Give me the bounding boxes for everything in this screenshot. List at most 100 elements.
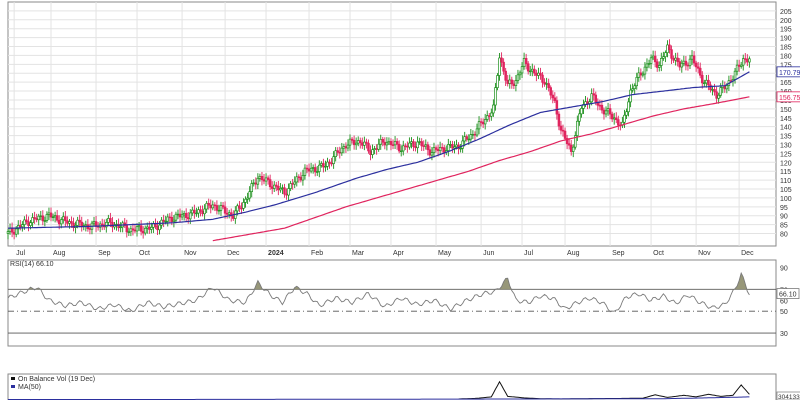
price-bar-body (522, 58, 526, 67)
price-bar-body (520, 66, 524, 74)
price-bar-body (598, 104, 602, 107)
price-bar-body (146, 226, 149, 229)
price-bar-body (713, 89, 716, 93)
time-axis-label: Sep (612, 250, 625, 257)
price-bar-body (672, 57, 675, 61)
price-axis-tick-label: 175 (780, 62, 792, 69)
price-bar-body (475, 128, 479, 136)
price-bar-body (531, 68, 534, 72)
price-bar-body (348, 138, 352, 146)
price-bar-body (47, 212, 51, 215)
price-bar-body (14, 228, 18, 235)
price-bar-body (688, 58, 692, 67)
price-bar-body (191, 209, 194, 214)
price-bar-body (39, 215, 43, 218)
price-bar-body (662, 56, 665, 59)
price-bar-body (463, 136, 466, 142)
price-bar-body (623, 114, 626, 123)
rsi-axis-tick-label: 60 (780, 298, 788, 305)
price-bar-body (684, 60, 688, 66)
price-bar-body (164, 220, 167, 223)
price-bar-body (332, 156, 335, 164)
price-bar-body (678, 61, 681, 68)
price-bar-body (213, 204, 217, 207)
price-bar-body (285, 193, 288, 196)
price-bar-body (135, 226, 139, 232)
price-bar-body (537, 72, 540, 76)
price-bar-body (485, 115, 489, 120)
price-bar-body (741, 58, 745, 66)
price-bar-body (27, 221, 30, 226)
price-bar-body (586, 101, 589, 105)
price-bar-body (518, 72, 522, 76)
price-bar-body (524, 58, 528, 65)
price-bar-body (367, 142, 370, 152)
price-bar-body (715, 91, 718, 99)
price-bar-body (533, 68, 536, 74)
price-bar-body (223, 206, 227, 214)
price-bar-body (193, 209, 196, 214)
price-bar-body (576, 120, 579, 136)
price-bar-body (428, 149, 432, 156)
price-bar-body (627, 101, 630, 113)
price-axis-tick-label: 140 (780, 125, 792, 132)
price-bar-body (637, 72, 641, 78)
price-bar-body (563, 130, 567, 139)
price-bar-body (209, 204, 213, 209)
price-bar-body (105, 222, 108, 228)
time-axis-label: Sep (98, 250, 111, 257)
price-bar-body (133, 229, 137, 232)
price-bar-body (723, 85, 727, 90)
price-bar-body (682, 60, 686, 64)
rsi-value-tag-box (776, 288, 800, 299)
price-bar-body (664, 52, 667, 58)
price-bar-body (434, 147, 438, 150)
price-axis-tick-label: 150 (780, 107, 792, 114)
obv-panel (7, 373, 777, 403)
price-bar-body (117, 223, 120, 229)
price-bar-body (311, 167, 315, 169)
price-axis-tick-label: 95 (780, 205, 788, 212)
time-axis-label: Jul (524, 250, 533, 257)
rsi-line (7, 271, 750, 313)
price-bar-body (426, 144, 430, 151)
price-bar-body (76, 219, 79, 226)
price-bar-body (244, 198, 247, 203)
price-bar-body (479, 121, 483, 123)
price-bar-body (703, 82, 706, 85)
price-bar-body (717, 94, 720, 99)
price-bar-body (655, 61, 659, 68)
price-bar-body (107, 218, 110, 223)
price-bar-body (508, 79, 512, 84)
price-bar-body (436, 149, 440, 152)
price-bar-body (51, 216, 55, 218)
price-bar-body (733, 70, 737, 80)
price-bar-body (578, 113, 581, 122)
price-bar-body (635, 76, 638, 87)
price-axis-tick-label: 125 (780, 151, 792, 158)
price-bar-body (139, 225, 143, 232)
price-bar-body (500, 57, 503, 63)
price-bar-body (266, 177, 270, 180)
price-bar-body (631, 88, 634, 91)
price-bar-body (430, 152, 434, 156)
price-bar-body (469, 134, 473, 140)
price-bar-body (692, 55, 696, 64)
price-bar-body (180, 214, 184, 218)
price-bar-body (356, 140, 360, 144)
price-bar-body (649, 57, 653, 64)
price-bar-body (143, 227, 147, 234)
price-bar-body (229, 212, 233, 217)
price-bar-body (610, 113, 614, 120)
price-bar-body (719, 87, 722, 96)
price-bar-body (297, 176, 301, 178)
last-price-tag-box (776, 66, 800, 78)
price-bar-body (569, 144, 573, 152)
price-bar-body (279, 188, 282, 191)
time-axis-label: Oct (139, 250, 150, 257)
price-bar-body (473, 133, 477, 136)
obv-ma-legend-swatch (11, 385, 15, 388)
price-bar-body (315, 171, 319, 173)
price-axis-tick-label: 180 (780, 53, 792, 60)
price-bar-body (406, 145, 409, 148)
